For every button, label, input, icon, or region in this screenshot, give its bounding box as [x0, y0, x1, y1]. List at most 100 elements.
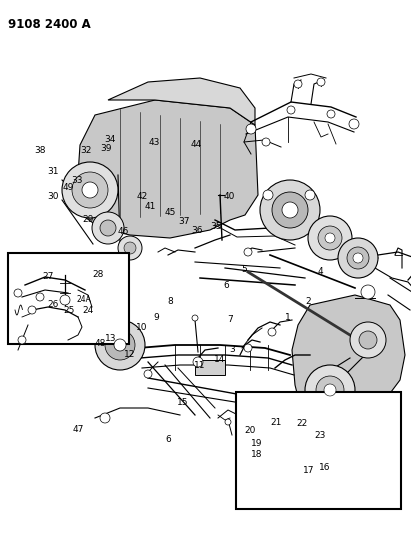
- Circle shape: [268, 328, 276, 336]
- Circle shape: [118, 236, 142, 260]
- Text: 36: 36: [192, 226, 203, 235]
- Text: 11: 11: [194, 361, 205, 369]
- Circle shape: [350, 322, 386, 358]
- Circle shape: [305, 365, 355, 415]
- Text: 4: 4: [318, 268, 323, 276]
- Text: 9: 9: [153, 313, 159, 321]
- Text: 6: 6: [166, 435, 171, 444]
- Circle shape: [327, 110, 335, 118]
- Circle shape: [324, 384, 336, 396]
- Text: 22: 22: [296, 419, 308, 428]
- Text: 28: 28: [92, 270, 104, 279]
- Circle shape: [92, 212, 124, 244]
- Circle shape: [124, 242, 136, 254]
- Text: 10: 10: [136, 324, 148, 332]
- Circle shape: [193, 357, 203, 367]
- Bar: [236, 392, 401, 509]
- Circle shape: [260, 180, 320, 240]
- Circle shape: [308, 216, 352, 260]
- Circle shape: [263, 190, 273, 200]
- Text: 24A: 24A: [77, 295, 92, 304]
- Circle shape: [282, 202, 298, 218]
- Circle shape: [14, 289, 22, 297]
- Text: 5: 5: [242, 265, 247, 273]
- Circle shape: [244, 248, 252, 256]
- Text: 17: 17: [303, 466, 315, 474]
- Polygon shape: [108, 78, 255, 125]
- Text: 9108 2400 A: 9108 2400 A: [8, 18, 91, 31]
- Text: 15: 15: [177, 398, 189, 407]
- Text: 45: 45: [165, 208, 176, 216]
- Circle shape: [100, 413, 110, 423]
- Text: 42: 42: [136, 192, 148, 200]
- Bar: [8, 253, 129, 344]
- Circle shape: [114, 339, 126, 351]
- Text: 35: 35: [210, 222, 222, 231]
- Circle shape: [95, 320, 145, 370]
- Circle shape: [347, 247, 369, 269]
- Circle shape: [359, 331, 377, 349]
- Text: 14: 14: [214, 356, 226, 364]
- Circle shape: [317, 78, 325, 86]
- Circle shape: [192, 315, 198, 321]
- Text: 6: 6: [223, 281, 229, 289]
- Text: 1: 1: [285, 313, 291, 321]
- Circle shape: [316, 376, 344, 404]
- Circle shape: [60, 295, 70, 305]
- Circle shape: [28, 306, 36, 314]
- Text: 32: 32: [80, 146, 91, 155]
- Polygon shape: [78, 100, 258, 238]
- Text: 8: 8: [168, 297, 173, 305]
- Text: 25: 25: [63, 306, 75, 314]
- Circle shape: [82, 182, 98, 198]
- Circle shape: [244, 344, 252, 352]
- Circle shape: [144, 370, 152, 378]
- Circle shape: [36, 293, 44, 301]
- Text: 31: 31: [47, 167, 58, 176]
- Text: 16: 16: [319, 464, 330, 472]
- Text: 30: 30: [47, 192, 58, 200]
- Circle shape: [287, 106, 295, 114]
- Text: 33: 33: [72, 176, 83, 184]
- Text: 18: 18: [251, 450, 263, 458]
- Text: 21: 21: [270, 418, 282, 426]
- Circle shape: [18, 336, 26, 344]
- Text: 41: 41: [144, 203, 156, 211]
- Text: 20: 20: [244, 426, 256, 435]
- Text: 40: 40: [224, 192, 235, 200]
- Text: 24: 24: [83, 306, 94, 314]
- Text: 47: 47: [72, 425, 84, 433]
- Text: 43: 43: [148, 139, 160, 147]
- Circle shape: [353, 253, 363, 263]
- Text: 12: 12: [124, 350, 135, 359]
- Text: 7: 7: [227, 316, 233, 324]
- Text: 19: 19: [251, 439, 263, 448]
- Circle shape: [349, 119, 359, 129]
- Text: 23: 23: [314, 432, 326, 440]
- Text: 27: 27: [43, 272, 54, 280]
- Circle shape: [225, 419, 231, 425]
- Text: 46: 46: [118, 228, 129, 236]
- Text: 29: 29: [83, 215, 94, 224]
- Circle shape: [325, 233, 335, 243]
- Text: 34: 34: [104, 135, 116, 144]
- Circle shape: [361, 285, 375, 299]
- Text: 44: 44: [191, 141, 202, 149]
- Text: 13: 13: [105, 334, 117, 343]
- Circle shape: [100, 220, 116, 236]
- Circle shape: [272, 192, 308, 228]
- Text: 37: 37: [178, 217, 190, 225]
- Text: 49: 49: [62, 183, 74, 192]
- Circle shape: [62, 162, 118, 218]
- Circle shape: [318, 226, 342, 250]
- Circle shape: [338, 238, 378, 278]
- Circle shape: [294, 80, 302, 88]
- Circle shape: [246, 124, 256, 134]
- Text: 38: 38: [35, 146, 46, 155]
- Text: 39: 39: [100, 144, 112, 152]
- Text: 2: 2: [305, 297, 311, 305]
- Circle shape: [262, 138, 270, 146]
- Text: 3: 3: [229, 345, 235, 353]
- Polygon shape: [292, 295, 405, 420]
- Text: 26: 26: [47, 301, 58, 309]
